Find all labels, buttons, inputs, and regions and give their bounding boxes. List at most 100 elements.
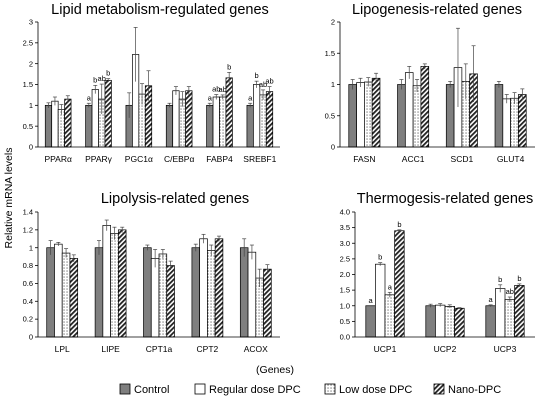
bar xyxy=(265,91,274,148)
bar xyxy=(394,230,405,338)
bar xyxy=(404,72,414,148)
y-tick-label: 1 xyxy=(29,101,33,110)
bar xyxy=(504,299,515,338)
y-tick-label: 0.8 xyxy=(23,261,33,270)
y-tick-label: 2.5 xyxy=(23,38,33,47)
y-tick-label: 0.5 xyxy=(340,317,350,326)
y-axis-label: Relative mRNA levels xyxy=(3,148,15,249)
bar xyxy=(225,77,233,148)
bar xyxy=(435,304,446,338)
panel-title: Lipolysis-related genes xyxy=(101,191,249,207)
bar xyxy=(371,77,381,148)
bar xyxy=(143,247,152,338)
legend-item: Control xyxy=(119,383,169,396)
bar xyxy=(61,252,71,338)
bar xyxy=(191,247,201,338)
y-tick-label: 0 xyxy=(29,143,33,152)
bar xyxy=(94,247,104,338)
bar xyxy=(44,104,53,148)
category-label: CPT1a xyxy=(146,344,173,354)
significance-label: ab xyxy=(259,80,267,89)
bar xyxy=(356,82,365,148)
bar xyxy=(158,253,168,338)
significance-label: b xyxy=(517,274,521,283)
bar xyxy=(219,96,227,148)
y-tick-label: 1.5 xyxy=(340,286,350,295)
y-tick-label: 1 xyxy=(331,80,335,89)
category-label: LIPE xyxy=(101,344,120,354)
category-label: UCP1 xyxy=(374,344,397,354)
significance-label: b xyxy=(227,62,231,71)
bar xyxy=(454,307,465,338)
bar xyxy=(510,97,519,148)
bar xyxy=(212,96,220,148)
bar xyxy=(514,285,525,338)
x-axis-label: (Genes) xyxy=(256,364,294,376)
bar xyxy=(495,288,506,338)
legend-item: Low dose DPC xyxy=(324,383,412,396)
bar xyxy=(110,233,119,338)
y-tick-label: 0.4 xyxy=(23,297,33,306)
bar xyxy=(85,104,93,148)
bar xyxy=(207,250,216,338)
bar xyxy=(247,251,257,338)
legend-label: Regular dose DPC xyxy=(209,384,301,396)
y-tick-label: 0.6 xyxy=(23,279,33,288)
y-tick-label: 0.5 xyxy=(325,111,335,120)
y-tick-label: 3.0 xyxy=(340,239,350,248)
category-label: ACOX xyxy=(244,344,268,354)
bar xyxy=(150,258,160,338)
category-label: PPARγ xyxy=(85,154,113,164)
bar xyxy=(259,94,267,148)
category-label: C/EBPα xyxy=(164,154,195,164)
bar xyxy=(502,98,511,148)
bar xyxy=(445,84,455,148)
significance-label: ab xyxy=(265,77,273,86)
legend-swatch xyxy=(433,383,445,395)
y-tick-label: 1.5 xyxy=(325,49,335,58)
y-tick-label: 2 xyxy=(29,59,33,68)
bar xyxy=(365,305,376,338)
significance-label: ab xyxy=(212,85,220,94)
category-label: CPT2 xyxy=(197,344,219,354)
y-tick-label: 0 xyxy=(331,143,335,152)
significance-label: b xyxy=(378,253,382,262)
y-tick-label: 2.0 xyxy=(340,270,350,279)
bar xyxy=(412,85,422,148)
bar xyxy=(206,104,214,148)
bar xyxy=(104,79,112,148)
significance-label: a xyxy=(248,93,253,102)
bar xyxy=(51,100,59,148)
significance-label: a xyxy=(87,93,92,102)
significance-label: b xyxy=(397,220,401,229)
bar xyxy=(172,90,180,148)
y-tick-label: 1.5 xyxy=(23,80,33,89)
y-tick-label: 3.5 xyxy=(340,223,350,232)
category-label: SREBF1 xyxy=(243,154,276,164)
significance-label: b xyxy=(93,75,97,84)
y-tick-label: 0.2 xyxy=(23,315,33,324)
bar xyxy=(166,265,175,338)
legend-swatch xyxy=(324,383,336,395)
significance-label: a xyxy=(208,93,213,102)
bar xyxy=(425,305,436,338)
bar xyxy=(199,238,208,338)
bar xyxy=(117,229,127,338)
panel-lipogenesis: Lipogenesis-related genes 0 0.5 1 1.5 2 FASN AC… xyxy=(325,2,535,164)
category-label: SCD1 xyxy=(451,154,474,164)
significance-label: a xyxy=(369,296,374,305)
legend: Control Regular dose DPC Low dose DPC Nano-… xyxy=(119,383,501,396)
bar xyxy=(364,81,373,148)
bar xyxy=(46,247,55,338)
bar xyxy=(54,243,63,338)
significance-label: b xyxy=(498,275,502,284)
category-label: LPL xyxy=(55,344,70,354)
bar xyxy=(375,263,386,338)
category-label: FABP4 xyxy=(206,154,233,164)
category-label: PGC1α xyxy=(125,154,153,164)
bar xyxy=(420,66,430,148)
bar xyxy=(348,84,357,148)
bar xyxy=(64,98,72,148)
y-tick-label: 1.2 xyxy=(23,225,33,234)
